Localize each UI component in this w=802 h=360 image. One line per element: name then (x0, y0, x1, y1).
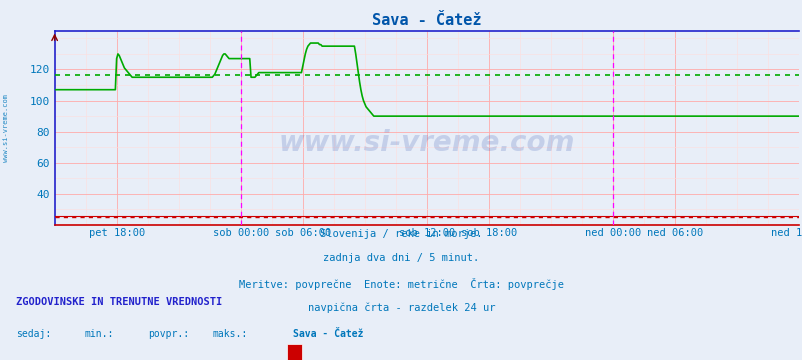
Text: Slovenija / reke in morje.: Slovenija / reke in morje. (320, 229, 482, 239)
Text: maks.:: maks.: (213, 329, 248, 339)
Text: www.si-vreme.com: www.si-vreme.com (278, 129, 574, 157)
Text: sedaj:: sedaj: (16, 329, 51, 339)
Title: Sava - Čatež: Sava - Čatež (371, 13, 481, 28)
Text: www.si-vreme.com: www.si-vreme.com (3, 94, 10, 162)
Text: min.:: min.: (84, 329, 114, 339)
Text: Meritve: povprečne  Enote: metrične  Črta: povprečje: Meritve: povprečne Enote: metrične Črta:… (239, 278, 563, 289)
Text: ZGODOVINSKE IN TRENUTNE VREDNOSTI: ZGODOVINSKE IN TRENUTNE VREDNOSTI (16, 297, 222, 307)
Text: zadnja dva dni / 5 minut.: zadnja dva dni / 5 minut. (323, 253, 479, 263)
Text: Sava - Čatež: Sava - Čatež (293, 329, 363, 339)
Text: povpr.:: povpr.: (148, 329, 189, 339)
Text: navpična črta - razdelek 24 ur: navpična črta - razdelek 24 ur (307, 302, 495, 312)
